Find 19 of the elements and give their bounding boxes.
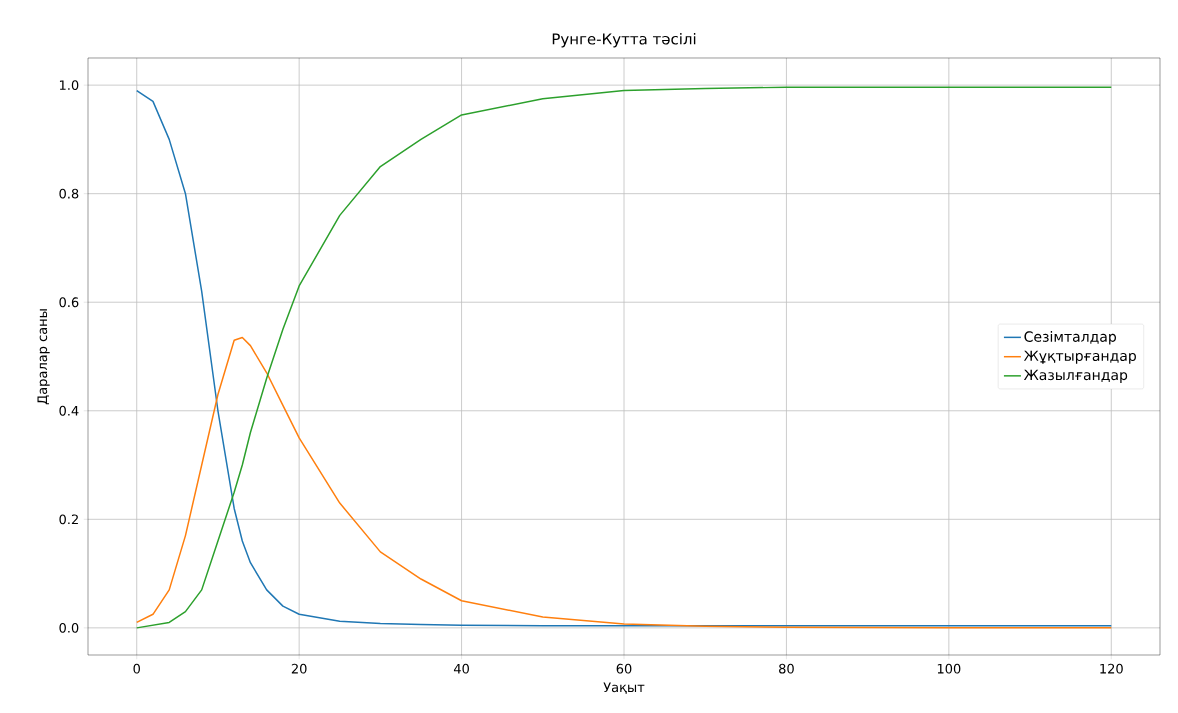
y-tick-label: 0.0 bbox=[59, 622, 79, 633]
chart-title: Рунге-Кутта тәсілі bbox=[552, 32, 696, 48]
x-tick-label: 100 bbox=[937, 663, 961, 674]
x-tick-label: 40 bbox=[453, 663, 469, 674]
legend-label: Жұқтырғандар bbox=[1023, 350, 1136, 364]
legend-label: Сезімталдар bbox=[1024, 331, 1117, 345]
y-tick-label: 1.0 bbox=[59, 80, 79, 91]
y-axis-title: Даралар саны bbox=[37, 309, 50, 405]
y-tick-label: 0.8 bbox=[59, 188, 79, 199]
y-tick-label: 0.4 bbox=[59, 405, 79, 416]
x-axis-title: Уақыт bbox=[603, 682, 645, 694]
x-tick-label: 0 bbox=[133, 663, 140, 674]
x-tick-label: 120 bbox=[1100, 663, 1123, 674]
y-tick-label: 0.2 bbox=[59, 514, 78, 525]
x-tick-label: 60 bbox=[616, 663, 632, 674]
y-tick-label: 0.6 bbox=[59, 297, 79, 308]
x-tick-label: 20 bbox=[291, 663, 307, 674]
legend-label: Жазылғандар bbox=[1023, 369, 1128, 383]
x-tick-label: 80 bbox=[779, 663, 794, 674]
